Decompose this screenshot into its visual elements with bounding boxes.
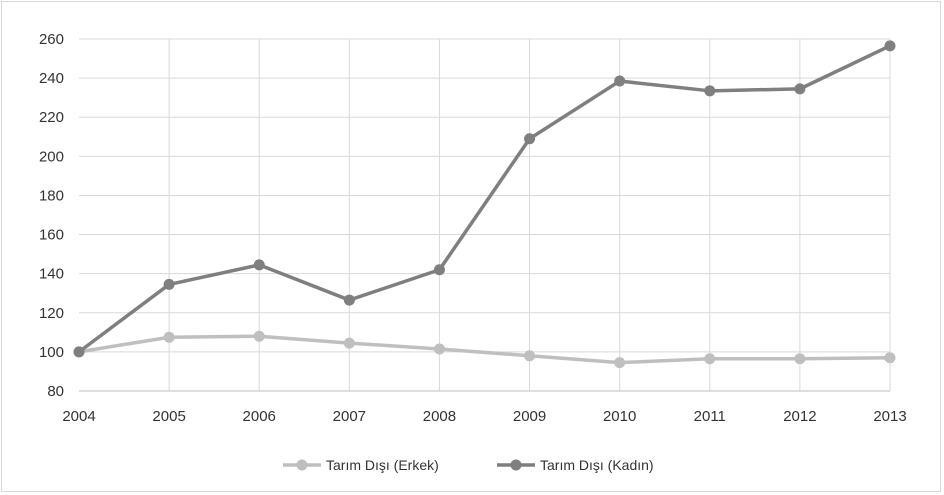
series-lines <box>73 40 896 369</box>
y-tick-label: 220 <box>39 109 64 126</box>
data-point-series-1 <box>884 352 896 364</box>
data-point-series-1 <box>704 353 716 365</box>
data-point-series-2 <box>794 83 806 95</box>
series-line-2 <box>77 44 892 354</box>
x-tick-label: 2010 <box>603 408 636 425</box>
data-point-series-2 <box>433 264 445 276</box>
x-tick-label: 2004 <box>62 408 95 425</box>
y-tick-label: 180 <box>39 187 64 204</box>
data-point-series-2 <box>884 40 896 52</box>
x-tick-label: 2006 <box>243 408 276 425</box>
data-point-series-1 <box>433 343 445 355</box>
data-point-series-1 <box>343 337 355 349</box>
data-point-series-2 <box>73 346 85 358</box>
data-point-series-1 <box>614 357 626 369</box>
y-tick-label: 140 <box>39 266 64 283</box>
x-tick-label: 2011 <box>694 408 726 425</box>
legend-marker-2 <box>510 459 522 471</box>
y-tick-label: 100 <box>39 344 64 361</box>
legend-marker-1 <box>296 459 308 471</box>
legend-label-1: Tarım Dışı (Erkek) <box>326 457 439 473</box>
x-tick-label: 2012 <box>783 408 816 425</box>
data-point-series-1 <box>524 350 536 362</box>
y-tick-label: 120 <box>39 305 64 322</box>
y-tick-label: 260 <box>39 31 64 48</box>
y-tick-label: 200 <box>39 148 64 165</box>
gridlines <box>79 38 891 391</box>
x-tick-label: 2013 <box>873 408 906 425</box>
x-tick-label: 2008 <box>423 408 456 425</box>
legend: Tarım Dışı (Erkek) Tarım Dışı (Kadın) <box>283 457 654 473</box>
y-tick-label: 240 <box>39 70 64 87</box>
y-tick-label: 160 <box>39 227 64 244</box>
x-tick-label: 2007 <box>333 408 366 425</box>
data-point-series-2 <box>253 259 265 271</box>
data-point-series-2 <box>614 75 626 87</box>
data-point-series-2 <box>163 278 175 290</box>
x-tick-label: 2005 <box>152 408 185 425</box>
data-point-series-1 <box>794 353 806 365</box>
y-tick-label: 80 <box>47 383 64 400</box>
axes: 80 100 120 140 160 180 200 220 240 260 2004 2005 200… <box>39 31 907 425</box>
legend-label-2: Tarım Dışı (Kadın) <box>540 457 654 473</box>
series-line-1 <box>77 334 892 365</box>
data-point-series-1 <box>253 330 265 342</box>
x-tick-label: 2009 <box>513 408 546 425</box>
data-point-series-2 <box>343 294 355 306</box>
data-point-series-2 <box>704 85 716 97</box>
data-point-series-1 <box>163 331 175 343</box>
data-point-series-2 <box>524 133 536 145</box>
